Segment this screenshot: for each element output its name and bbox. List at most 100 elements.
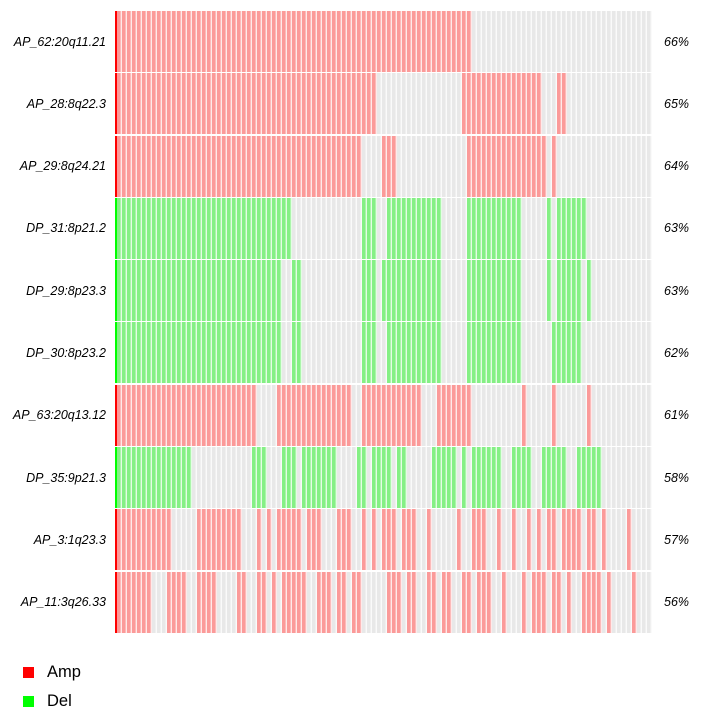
sample-cell bbox=[347, 509, 352, 571]
sample-cell bbox=[227, 509, 232, 571]
sample-cell bbox=[457, 197, 462, 259]
oncoprint-row: DP_29:8p23.3 63% bbox=[0, 260, 705, 322]
sample-cell bbox=[462, 322, 467, 384]
sample-cell bbox=[457, 73, 462, 135]
sample-cell bbox=[142, 322, 147, 384]
sample-cell bbox=[262, 11, 267, 72]
sample-cell bbox=[377, 135, 382, 197]
sample-cell bbox=[357, 135, 362, 197]
sample-cell bbox=[612, 73, 617, 135]
sample-cell bbox=[647, 135, 652, 197]
sample-cell bbox=[282, 447, 287, 509]
sample-cell bbox=[412, 571, 417, 633]
sample-cell bbox=[382, 509, 387, 571]
sample-cell bbox=[172, 260, 177, 322]
sample-cell bbox=[257, 197, 262, 259]
sample-cell bbox=[162, 197, 167, 259]
sample-cell bbox=[132, 197, 137, 259]
sample-cell bbox=[647, 571, 652, 633]
sample-cell bbox=[607, 447, 612, 509]
sample-cell bbox=[602, 509, 607, 571]
sample-cell bbox=[597, 135, 602, 197]
sample-cell bbox=[232, 260, 237, 322]
sample-cell bbox=[637, 260, 642, 322]
sample-cell bbox=[632, 447, 637, 509]
sample-cell bbox=[342, 509, 347, 571]
sample-cell bbox=[127, 571, 132, 633]
sample-cell bbox=[337, 135, 342, 197]
sample-cell bbox=[337, 322, 342, 384]
sample-cell bbox=[357, 384, 362, 446]
sample-cell bbox=[237, 135, 242, 197]
sample-cell bbox=[517, 571, 522, 633]
sample-cell bbox=[592, 11, 597, 72]
sample-cell bbox=[577, 322, 582, 384]
sample-cell bbox=[397, 571, 402, 633]
sample-cell bbox=[587, 571, 592, 633]
sample-cell bbox=[372, 135, 377, 197]
sample-cell bbox=[287, 135, 292, 197]
sample-cell bbox=[272, 11, 277, 72]
sample-cell bbox=[267, 73, 272, 135]
sample-cell bbox=[582, 135, 587, 197]
sample-cell bbox=[167, 135, 172, 197]
sample-cell bbox=[457, 260, 462, 322]
sample-cell bbox=[262, 509, 267, 571]
sample-cell bbox=[317, 322, 322, 384]
sample-cell bbox=[287, 384, 292, 446]
sample-cell bbox=[162, 11, 167, 72]
sample-cell bbox=[187, 509, 192, 571]
sample-cell bbox=[277, 73, 282, 135]
sample-cell bbox=[552, 384, 557, 446]
sample-cell bbox=[307, 509, 312, 571]
sample-cell bbox=[472, 197, 477, 259]
sample-cell bbox=[317, 384, 322, 446]
sample-cell bbox=[467, 11, 472, 72]
sample-cell bbox=[502, 571, 507, 633]
sample-cell bbox=[187, 73, 192, 135]
sample-cell bbox=[407, 73, 412, 135]
sample-cell bbox=[522, 384, 527, 446]
sample-cell bbox=[327, 447, 332, 509]
sample-cell bbox=[212, 260, 217, 322]
sample-cell bbox=[427, 135, 432, 197]
sample-cell bbox=[442, 509, 447, 571]
sample-cell bbox=[197, 197, 202, 259]
sample-cell bbox=[352, 135, 357, 197]
sample-cell bbox=[592, 571, 597, 633]
sample-cell bbox=[532, 571, 537, 633]
sample-cell bbox=[552, 260, 557, 322]
sample-cell bbox=[447, 197, 452, 259]
sample-cell bbox=[587, 73, 592, 135]
sample-cell bbox=[317, 571, 322, 633]
sample-cell bbox=[502, 197, 507, 259]
sample-cell bbox=[577, 447, 582, 509]
sample-cell bbox=[612, 11, 617, 72]
sample-cell bbox=[362, 571, 367, 633]
sample-cell bbox=[397, 384, 402, 446]
sample-cell bbox=[252, 73, 257, 135]
sample-cell bbox=[217, 260, 222, 322]
sample-cell bbox=[392, 571, 397, 633]
sample-cell bbox=[202, 73, 207, 135]
sample-cell bbox=[602, 571, 607, 633]
sample-cell bbox=[492, 509, 497, 571]
sample-cell bbox=[267, 260, 272, 322]
oncoprint-row: DP_31:8p21.2 63% bbox=[0, 197, 705, 259]
sample-cell bbox=[217, 11, 222, 72]
sample-cell bbox=[602, 322, 607, 384]
sample-cell bbox=[542, 135, 547, 197]
sample-cell bbox=[182, 509, 187, 571]
sample-cell bbox=[137, 447, 142, 509]
sample-cell bbox=[332, 197, 337, 259]
sample-cell bbox=[482, 322, 487, 384]
sample-cell bbox=[142, 384, 147, 446]
sample-cell bbox=[417, 135, 422, 197]
sample-cell bbox=[342, 197, 347, 259]
sample-cell bbox=[627, 73, 632, 135]
sample-cell bbox=[632, 73, 637, 135]
sample-cell bbox=[237, 260, 242, 322]
sample-cell bbox=[452, 73, 457, 135]
sample-cell bbox=[567, 447, 572, 509]
sample-cell bbox=[227, 384, 232, 446]
